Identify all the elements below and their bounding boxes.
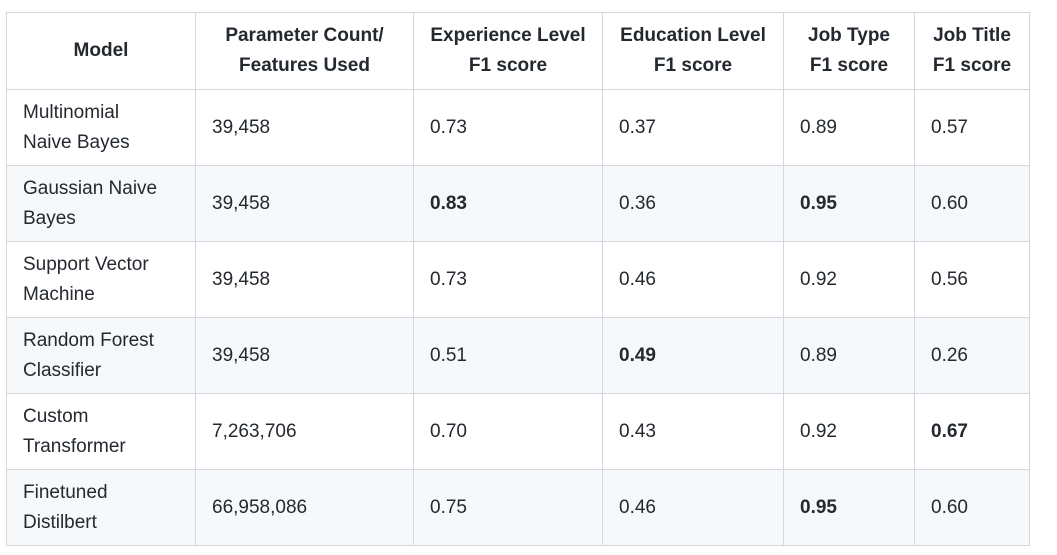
experience-cell: 0.70 bbox=[413, 393, 603, 470]
params-cell: 7,263,706 bbox=[195, 393, 414, 470]
table-row: Custom Transformer 7,263,706 0.70 0.43 0… bbox=[6, 393, 1030, 470]
education-cell: 0.43 bbox=[602, 393, 784, 470]
education-cell: 0.46 bbox=[602, 241, 784, 318]
job-type-cell: 0.89 bbox=[783, 317, 915, 394]
header-row: Model Parameter Count/ Features Used Exp… bbox=[6, 12, 1030, 90]
table-row: Support Vector Machine 39,458 0.73 0.46 … bbox=[6, 241, 1030, 318]
education-cell: 0.37 bbox=[602, 89, 784, 166]
header-job-title: Job Title F1 score bbox=[914, 12, 1030, 90]
job-type-cell: 0.95 bbox=[783, 165, 915, 242]
header-education-level: Education Level F1 score bbox=[602, 12, 784, 90]
header-parameter-count: Parameter Count/ Features Used bbox=[195, 12, 414, 90]
job-title-cell: 0.57 bbox=[914, 89, 1030, 166]
header-job-type: Job Type F1 score bbox=[783, 12, 915, 90]
params-cell: 39,458 bbox=[195, 241, 414, 318]
job-title-cell: 0.60 bbox=[914, 469, 1030, 546]
model-cell: Random Forest Classifier bbox=[6, 317, 196, 394]
job-type-cell: 0.92 bbox=[783, 241, 915, 318]
job-title-cell: 0.26 bbox=[914, 317, 1030, 394]
table-header: Model Parameter Count/ Features Used Exp… bbox=[6, 12, 1030, 90]
experience-cell: 0.51 bbox=[413, 317, 603, 394]
table-row: Multinomial Naive Bayes 39,458 0.73 0.37… bbox=[6, 89, 1030, 166]
job-title-cell: 0.67 bbox=[914, 393, 1030, 470]
params-cell: 39,458 bbox=[195, 165, 414, 242]
table-row: Gaussian Naive Bayes 39,458 0.83 0.36 0.… bbox=[6, 165, 1030, 242]
experience-cell: 0.73 bbox=[413, 241, 603, 318]
job-title-cell: 0.60 bbox=[914, 165, 1030, 242]
model-cell: Support Vector Machine bbox=[6, 241, 196, 318]
experience-cell: 0.73 bbox=[413, 89, 603, 166]
job-type-cell: 0.92 bbox=[783, 393, 915, 470]
table-body: Multinomial Naive Bayes 39,458 0.73 0.37… bbox=[6, 89, 1030, 546]
education-cell: 0.46 bbox=[602, 469, 784, 546]
experience-cell: 0.83 bbox=[413, 165, 603, 242]
table-row: Random Forest Classifier 39,458 0.51 0.4… bbox=[6, 317, 1030, 394]
model-cell: Gaussian Naive Bayes bbox=[6, 165, 196, 242]
experience-cell: 0.75 bbox=[413, 469, 603, 546]
job-title-cell: 0.56 bbox=[914, 241, 1030, 318]
model-cell: Finetuned Distilbert bbox=[6, 469, 196, 546]
results-table: Model Parameter Count/ Features Used Exp… bbox=[6, 12, 1030, 546]
education-cell: 0.36 bbox=[602, 165, 784, 242]
model-cell: Custom Transformer bbox=[6, 393, 196, 470]
table-row: Finetuned Distilbert 66,958,086 0.75 0.4… bbox=[6, 469, 1030, 546]
education-cell: 0.49 bbox=[602, 317, 784, 394]
job-type-cell: 0.95 bbox=[783, 469, 915, 546]
params-cell: 66,958,086 bbox=[195, 469, 414, 546]
model-cell: Multinomial Naive Bayes bbox=[6, 89, 196, 166]
params-cell: 39,458 bbox=[195, 317, 414, 394]
params-cell: 39,458 bbox=[195, 89, 414, 166]
header-model: Model bbox=[6, 12, 196, 90]
job-type-cell: 0.89 bbox=[783, 89, 915, 166]
header-experience-level: Experience Level F1 score bbox=[413, 12, 603, 90]
